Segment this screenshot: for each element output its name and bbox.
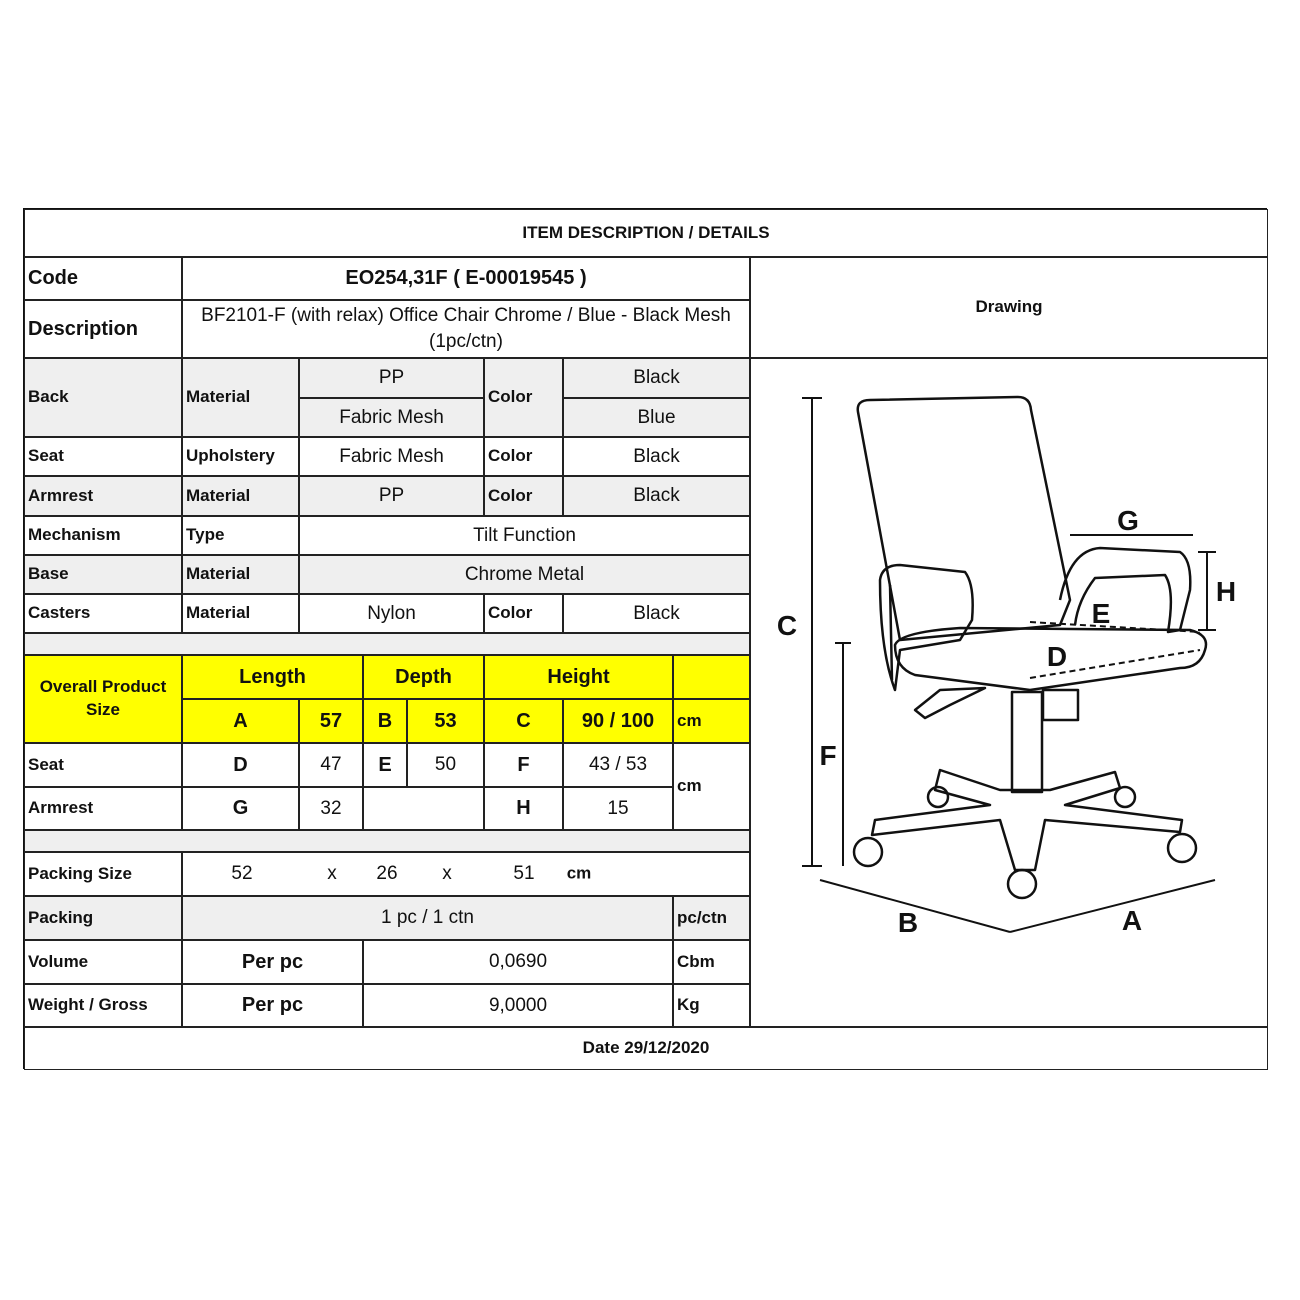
depth-header: Depth [363,655,484,699]
dim-a-value: 57 [299,699,363,743]
seat-color: Black [563,437,750,476]
description-label: Description [24,300,182,358]
description-value: BF2101-F (with relax) Office Chair Chrom… [182,300,750,358]
packing-value: 1 pc / 1 ctn [182,896,673,940]
packing-x-1: x [327,863,337,885]
packing-size-label: Packing Size [24,852,182,896]
casters-attr: Material [182,594,299,633]
dim-c-value: 90 / 100 [563,699,673,743]
casters-value: Nylon [299,594,484,633]
armrest-label: Armrest [24,476,182,516]
seat-color-label: Color [484,437,563,476]
dim-a-label: A [182,699,299,743]
date-label: Date 29/12/2020 [24,1027,1268,1070]
back-material-1: PP [299,358,484,398]
dim-d-label: D [182,743,299,787]
weight-label: Weight / Gross [24,984,182,1027]
back-color-2: Blue [563,398,750,437]
back-color-1: Black [563,358,750,398]
spacer-row-2 [24,830,750,852]
dim-h-value: 15 [563,787,673,830]
dim-g-value: 32 [299,787,363,830]
dim-b-label: B [363,699,407,743]
base-attr: Material [182,555,299,594]
overall-unit: cm [673,699,750,743]
dim-e-label: E [363,743,407,787]
volume-value: 0,0690 [363,940,673,984]
weight-value: 9,0000 [363,984,673,1027]
dim-d-value: 47 [299,743,363,787]
sheet-title: ITEM DESCRIPTION / DETAILS [24,209,1268,257]
mechanism-value: Tilt Function [299,516,750,555]
weight-unit: Kg [673,984,750,1027]
volume-unit: Cbm [673,940,750,984]
packing-length: 52 [231,863,253,885]
volume-label: Volume [24,940,182,984]
back-label: Back [24,358,182,437]
armrest-blank [363,787,484,830]
code-value: EO254,31F ( E-00019545 ) [182,257,750,300]
seat-value: Fabric Mesh [299,437,484,476]
armrest-size-label: Armrest [24,787,182,830]
base-value: Chrome Metal [299,555,750,594]
height-header: Height [484,655,673,699]
packing-height: 51 [513,863,535,885]
armrest-attr: Material [182,476,299,516]
back-color-label: Color [484,358,563,437]
packing-label: Packing [24,896,182,940]
drawing-label: Drawing [750,257,1268,358]
drawing-area [750,358,1268,1027]
spacer-row [24,633,750,655]
armrest-value: PP [299,476,484,516]
dim-b-value: 53 [407,699,484,743]
seat-label: Seat [24,437,182,476]
seat-size-label: Seat [24,743,182,787]
dim-f-label: F [484,743,563,787]
packing-size-unit: cm [566,863,592,883]
code-label: Code [24,257,182,300]
back-attr: Material [182,358,299,437]
dim-c-label: C [484,699,563,743]
seat-attr: Upholstery [182,437,299,476]
armrest-color: Black [563,476,750,516]
overall-size-label: Overall Product Size [24,655,182,743]
weight-per: Per pc [182,984,363,1027]
casters-color: Black [563,594,750,633]
volume-per: Per pc [182,940,363,984]
dim-g-label: G [182,787,299,830]
casters-color-label: Color [484,594,563,633]
dim-h-label: H [484,787,563,830]
packing-size-values: 52 x 26 x 51 cm [182,852,750,896]
dim-f-value: 43 / 53 [563,743,673,787]
header-blank [673,655,750,699]
base-label: Base [24,555,182,594]
seat-armrest-unit: cm [673,743,750,830]
length-header: Length [182,655,363,699]
back-material-2: Fabric Mesh [299,398,484,437]
mechanism-label: Mechanism [24,516,182,555]
armrest-color-label: Color [484,476,563,516]
packing-x-2: x [442,863,452,885]
packing-unit: pc/ctn [673,896,750,940]
mechanism-attr: Type [182,516,299,555]
packing-width: 26 [376,863,398,885]
casters-label: Casters [24,594,182,633]
dim-e-value: 50 [407,743,484,787]
